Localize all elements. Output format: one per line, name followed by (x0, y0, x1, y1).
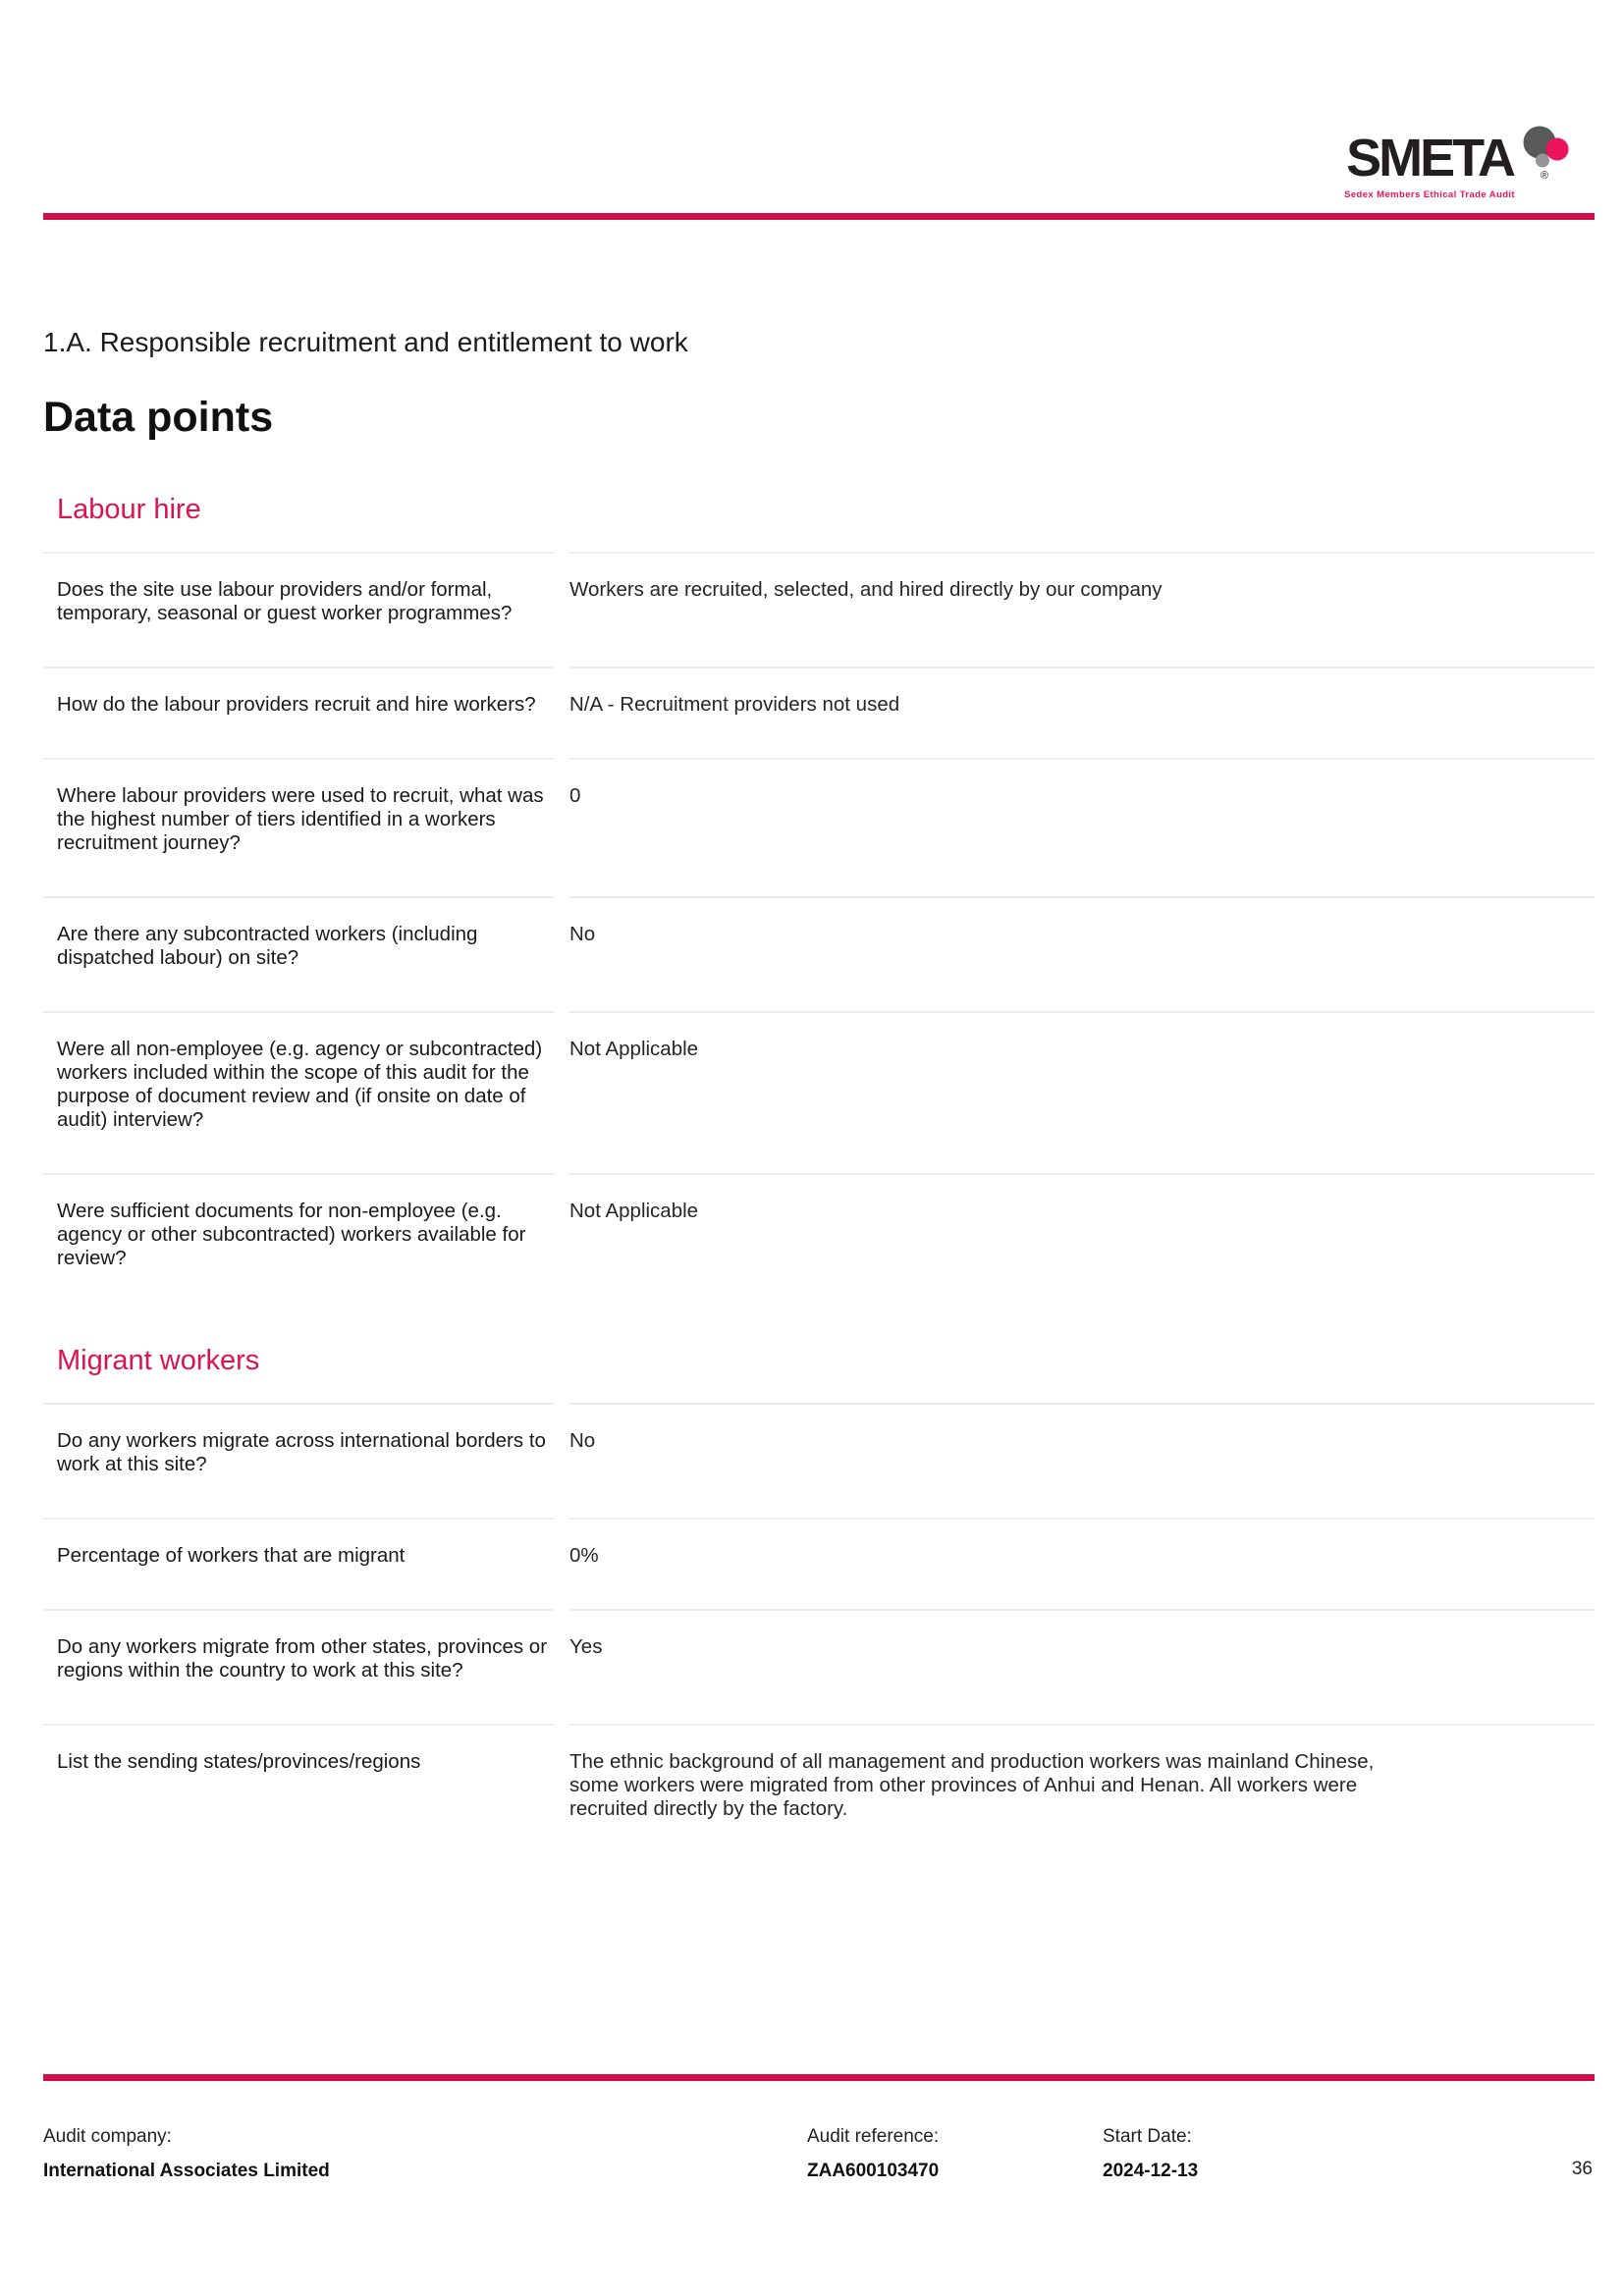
answer-text: Workers are recruited, selected, and hir… (569, 578, 1163, 602)
table-row: List the sending states/provinces/region… (43, 1724, 1595, 1862)
page-title: Data points (43, 393, 274, 441)
answer-text: Not Applicable (569, 1200, 699, 1223)
question-cell: List the sending states/provinces/region… (43, 1724, 554, 1862)
top-divider-rule (43, 213, 1595, 220)
table-row: Percentage of workers that are migrant 0… (43, 1518, 1595, 1609)
question-cell: Percentage of workers that are migrant (43, 1518, 554, 1609)
answer-text: N/A - Recruitment providers not used (569, 693, 900, 717)
answer-cell: Yes (569, 1609, 1595, 1724)
answer-cell: 0 (569, 758, 1595, 896)
footer-start-date: Start Date: 2024-12-13 (1103, 2126, 1198, 2182)
question-cell: Do any workers migrate across internatio… (43, 1403, 554, 1518)
answer-text: 0 (569, 784, 581, 808)
answer-text: The ethnic background of all management … (569, 1750, 1375, 1821)
table-row: Were sufficient documents for non-employ… (43, 1173, 1595, 1311)
labour-hire-table: Does the site use labour providers and/o… (43, 552, 1595, 1311)
question-cell: Where labour providers were used to recr… (43, 758, 554, 896)
question-cell: Does the site use labour providers and/o… (43, 552, 554, 667)
section-heading-labour-hire: Labour hire (57, 493, 201, 525)
audit-reference-label: Audit reference: (807, 2126, 940, 2147)
section-heading-migrant-workers: Migrant workers (57, 1345, 260, 1376)
start-date-value: 2024-12-13 (1103, 2161, 1199, 2181)
registered-mark: ® (1541, 170, 1548, 182)
smeta-logo: SMETA Sedex Members Ethical Trade Audit … (1344, 124, 1578, 200)
answer-cell: N/A - Recruitment providers not used (569, 667, 1595, 758)
table-row: Do any workers migrate across internatio… (43, 1403, 1595, 1518)
answer-text: Yes (569, 1635, 603, 1659)
answer-cell: No (569, 1403, 1595, 1518)
question-cell: How do the labour providers recruit and … (43, 667, 554, 758)
answer-cell: Not Applicable (569, 1173, 1595, 1311)
smeta-dots-icon: ® (1523, 126, 1569, 182)
page-number: 36 (1571, 2159, 1593, 2179)
audit-company-value: International Associates Limited (43, 2161, 330, 2181)
answer-cell: Not Applicable (569, 1011, 1595, 1173)
answer-text: No (569, 1429, 596, 1453)
smeta-wordmark-block: SMETA Sedex Members Ethical Trade Audit (1344, 124, 1516, 200)
answer-cell: The ethnic background of all management … (569, 1724, 1595, 1862)
audit-reference-value: ZAA600103470 (807, 2161, 940, 2181)
audit-company-label: Audit company: (43, 2126, 172, 2147)
smeta-tagline: Sedex Members Ethical Trade Audit (1344, 189, 1515, 200)
table-row: Where labour providers were used to recr… (43, 758, 1595, 896)
table-row: Are there any subcontracted workers (inc… (43, 896, 1595, 1011)
table-row: How do the labour providers recruit and … (43, 667, 1595, 758)
smeta-wordmark: SMETA (1346, 129, 1516, 187)
answer-text: No (569, 923, 596, 946)
question-cell: Were all non-employee (e.g. agency or su… (43, 1011, 554, 1173)
question-cell: Were sufficient documents for non-employ… (43, 1173, 554, 1311)
page-content: 1.A. Responsible recruitment and entitle… (43, 327, 1595, 1862)
table-row: Do any workers migrate from other states… (43, 1609, 1595, 1724)
migrant-workers-table: Do any workers migrate across internatio… (43, 1403, 1595, 1862)
answer-cell: 0% (569, 1518, 1595, 1609)
section-reference: 1.A. Responsible recruitment and entitle… (43, 327, 688, 357)
footer-audit-company: Audit company: International Associates … (43, 2126, 330, 2182)
answer-cell: Workers are recruited, selected, and hir… (569, 552, 1595, 667)
answer-text: 0% (569, 1544, 599, 1568)
answer-text: Not Applicable (569, 1038, 699, 1061)
table-row: Were all non-employee (e.g. agency or su… (43, 1011, 1595, 1173)
start-date-label: Start Date: (1103, 2126, 1192, 2147)
question-cell: Are there any subcontracted workers (inc… (43, 896, 554, 1011)
question-cell: Do any workers migrate from other states… (43, 1609, 554, 1724)
footer-audit-reference: Audit reference: ZAA600103470 (807, 2126, 939, 2182)
answer-cell: No (569, 896, 1595, 1011)
bottom-divider-rule (43, 2074, 1595, 2081)
table-row: Does the site use labour providers and/o… (43, 552, 1595, 667)
